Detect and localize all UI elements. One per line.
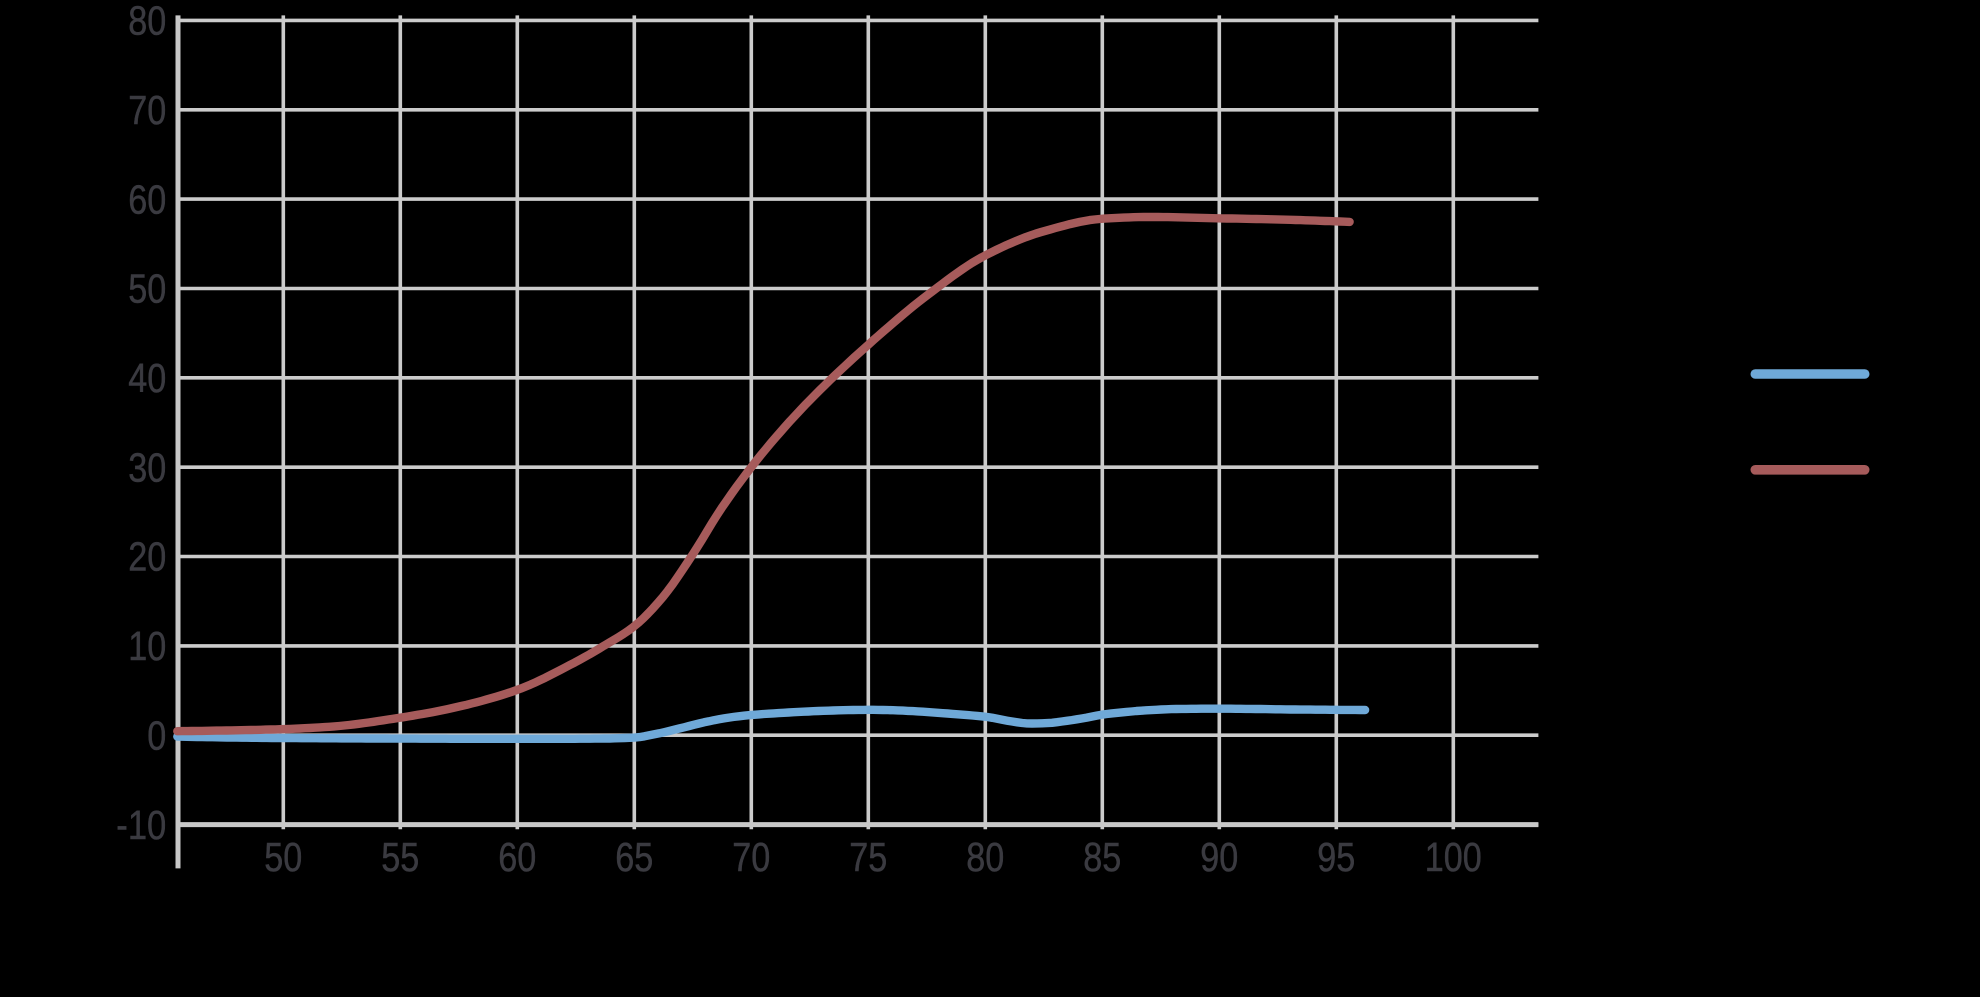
svg-text:95: 95 (1317, 834, 1355, 880)
svg-text:50: 50 (264, 834, 302, 880)
svg-text:85: 85 (1083, 834, 1121, 880)
svg-text:50: 50 (128, 266, 166, 312)
svg-text:40: 40 (128, 355, 166, 401)
svg-text:100: 100 (1425, 834, 1482, 880)
svg-text:10: 10 (128, 623, 166, 669)
svg-text:70: 70 (128, 87, 166, 133)
svg-text:80: 80 (128, 0, 166, 44)
svg-text:80: 80 (966, 834, 1004, 880)
svg-text:20: 20 (128, 534, 166, 580)
svg-text:55: 55 (381, 834, 419, 880)
svg-text:60: 60 (128, 176, 166, 222)
svg-text:70: 70 (732, 834, 770, 880)
svg-text:60: 60 (498, 834, 536, 880)
svg-text:30: 30 (128, 444, 166, 490)
svg-text:-10: -10 (116, 802, 166, 848)
svg-text:65: 65 (615, 834, 653, 880)
svg-text:0: 0 (147, 712, 166, 758)
svg-text:75: 75 (849, 834, 887, 880)
svg-text:90: 90 (1200, 834, 1238, 880)
